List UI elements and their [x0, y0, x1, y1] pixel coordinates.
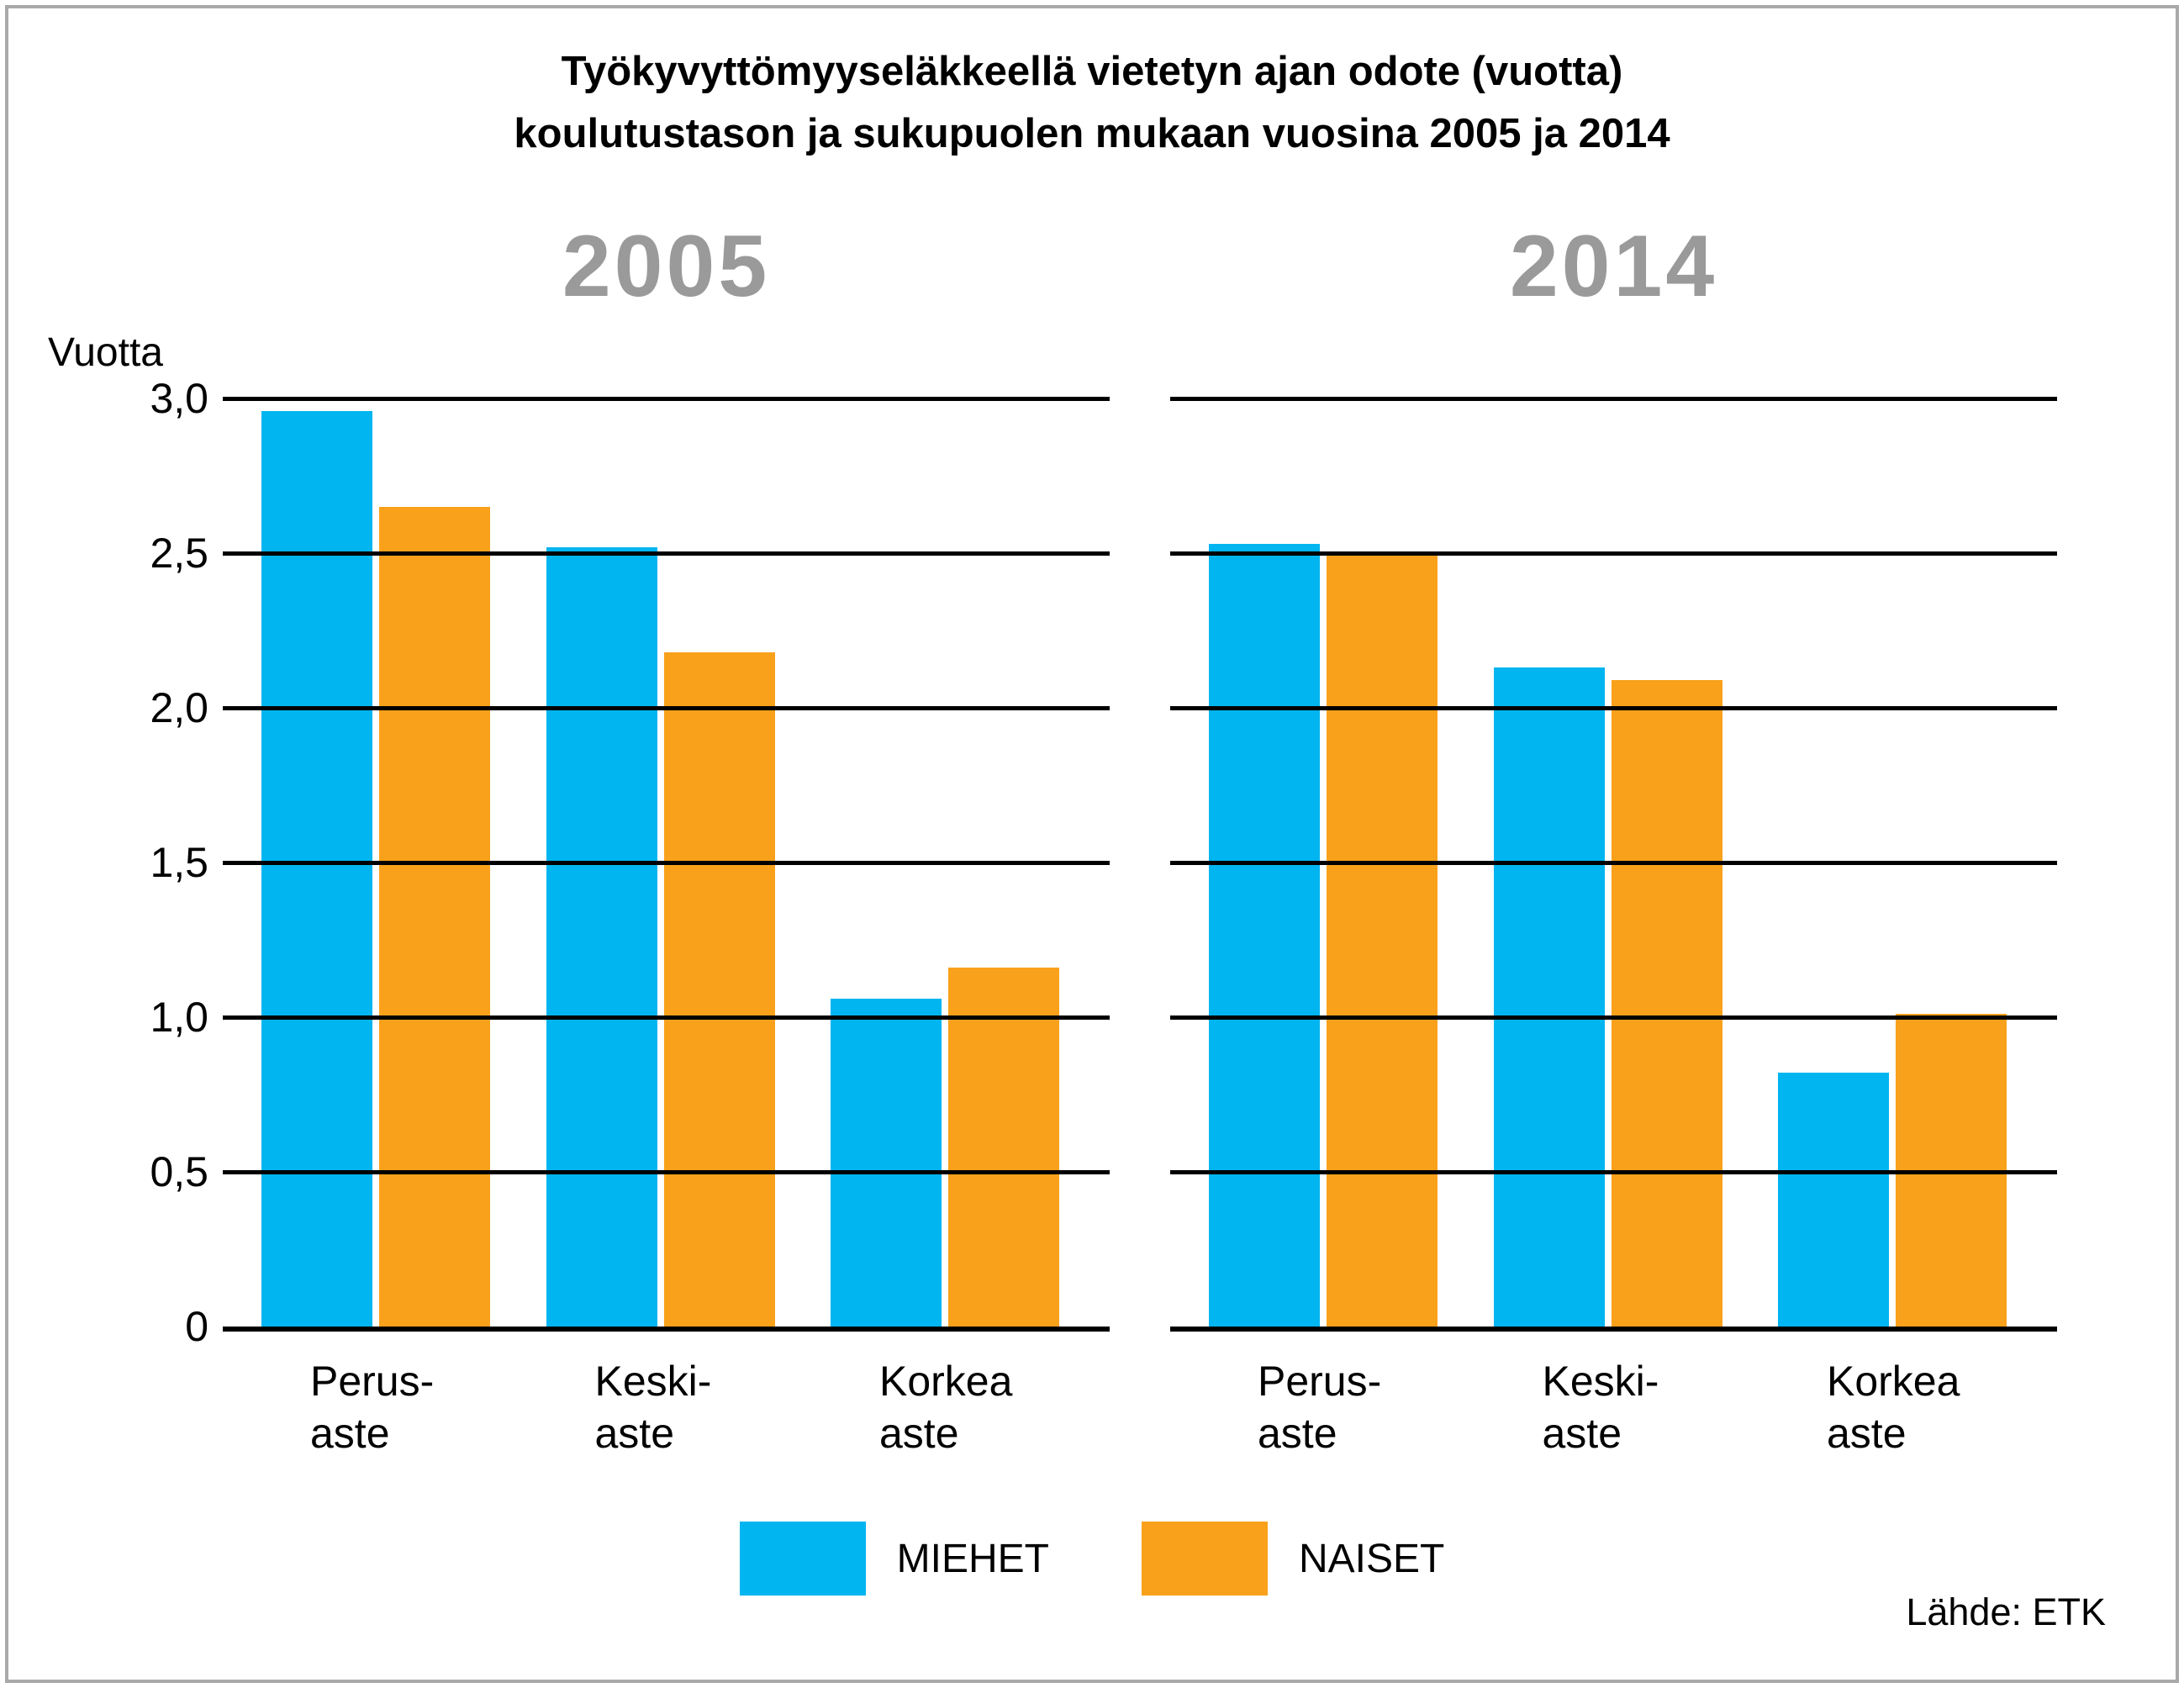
bar-miehet-perus-aste-2014: [1209, 544, 1320, 1327]
category-label: Keski-aste: [594, 1358, 712, 1457]
gridline: [1170, 1170, 2057, 1174]
bar-miehet-keski-aste-2014: [1493, 667, 1605, 1327]
year-header-2014: 2014: [1509, 218, 1718, 315]
category-label: Perus-aste: [1258, 1358, 1382, 1457]
chart-title-line-2: koulutustason ja sukupuolen mukaan vuosi…: [514, 111, 1670, 156]
gridline: [223, 551, 1110, 556]
gridline: [1170, 551, 2057, 556]
bar-naiset-keski-aste-2005: [663, 652, 775, 1327]
plot-area-2014: [1170, 397, 2057, 1332]
bar-miehet-keski-aste-2005: [546, 547, 657, 1327]
legend-label-naiset: NAISET: [1298, 1536, 1445, 1581]
gridline: [223, 1015, 1110, 1020]
gridline: [1170, 1015, 2057, 1020]
year-header-2005: 2005: [562, 218, 771, 315]
plot-area-2005: 3,0 2,5 2,0 1,5 1,0 0,5 0: [150, 375, 1110, 1350]
bar-naiset-perus-aste-2005: [379, 507, 490, 1327]
gridline: [223, 706, 1110, 710]
source-note: Lähde: ETK: [1906, 1590, 2106, 1633]
bar-miehet-korkea-aste-2005: [831, 999, 942, 1327]
legend-swatch-miehet: [739, 1522, 866, 1596]
category-label: Korkea aste: [879, 1358, 1013, 1457]
gridline: [223, 1170, 1110, 1174]
legend-item-miehet: MIEHET: [739, 1522, 1049, 1596]
chart-title: Työkyvyttömyyseläkkeellä vietetyn ajan o…: [0, 40, 2184, 165]
panel-2005: 2005 3,0 2,5 2,0 1,5 1,0 0,5 0 Perus-aste Keski…: [150, 0, 1110, 1688]
y-tick-label: 1,5: [150, 839, 208, 886]
y-tick-label: 1,0: [150, 994, 208, 1041]
category-labels-2005: Perus-aste Keski-aste Korkea aste: [223, 1355, 1110, 1490]
category-label: Perus-aste: [310, 1358, 435, 1457]
legend: MIEHET NAISET: [0, 1522, 2184, 1596]
gridline: [1170, 397, 2057, 401]
gridline: [223, 861, 1110, 865]
gridline: [1170, 861, 2057, 865]
bar-naiset-keski-aste-2014: [1611, 680, 1722, 1327]
legend-label-miehet: MIEHET: [896, 1536, 1049, 1581]
bar-miehet-korkea-aste-2014: [1778, 1073, 1889, 1327]
y-tick-label: 0,5: [150, 1148, 208, 1195]
y-tick-label: 0: [185, 1303, 208, 1350]
bar-miehet-perus-aste-2005: [261, 411, 372, 1327]
bar-naiset-korkea-aste-2005: [948, 968, 1059, 1327]
gridline: [1170, 706, 2057, 710]
panel-2014: 2014 Perus-aste Keski-aste Korkea aste: [1170, 0, 2057, 1688]
gridline: [223, 397, 1110, 401]
y-tick-label: 2,0: [150, 684, 208, 731]
y-axis-title: Vuotta: [48, 330, 163, 375]
chart-title-line-1: Työkyvyttömyyseläkkeellä vietetyn ajan o…: [561, 49, 1623, 94]
category-label: Keski-aste: [1542, 1358, 1659, 1457]
y-tick-label: 3,0: [150, 375, 208, 422]
y-tick-label: 2,5: [150, 530, 208, 577]
bar-naiset-perus-aste-2014: [1327, 553, 1438, 1327]
category-labels-2014: Perus-aste Keski-aste Korkea aste: [1170, 1355, 2057, 1490]
legend-swatch-naiset: [1141, 1522, 1268, 1596]
legend-item-naiset: NAISET: [1141, 1522, 1445, 1596]
category-label: Korkea aste: [1827, 1358, 1960, 1457]
